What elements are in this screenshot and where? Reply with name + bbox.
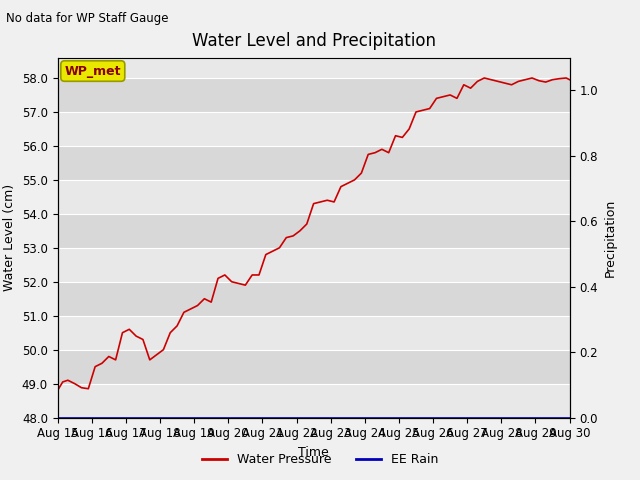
EE Rain [566,415,573,420]
Bar [58,384,570,418]
Water Pressure [228,279,236,285]
Water Pressure [481,75,488,81]
Bar [58,316,570,349]
Legend: Water Pressure, EE Rain: Water Pressure, EE Rain [196,448,444,471]
Bar [58,282,570,316]
Water Pressure [54,387,61,393]
Title: Water Level and Precipitation: Water Level and Precipitation [191,33,436,50]
Text: WP_met: WP_met [65,64,121,78]
Water Pressure [276,245,284,251]
Water Pressure [153,352,161,358]
Bar [58,112,570,146]
Text: No data for WP Staff Gauge: No data for WP Staff Gauge [6,12,169,25]
Bar [58,214,570,248]
Water Pressure [221,272,228,278]
X-axis label: Time: Time [298,446,329,459]
Y-axis label: Water Level (cm): Water Level (cm) [3,184,16,291]
Water Pressure [566,77,573,83]
Line: Water Pressure: Water Pressure [58,78,570,390]
Y-axis label: Precipitation: Precipitation [604,198,616,277]
Bar [58,180,570,214]
Water Pressure [262,252,269,257]
Bar [58,248,570,282]
Water Pressure [337,184,345,190]
EE Rain [438,415,445,420]
EE Rain [310,415,317,420]
Bar [58,349,570,384]
EE Rain [54,415,61,420]
Bar [58,146,570,180]
EE Rain [182,415,189,420]
Bar [58,78,570,112]
